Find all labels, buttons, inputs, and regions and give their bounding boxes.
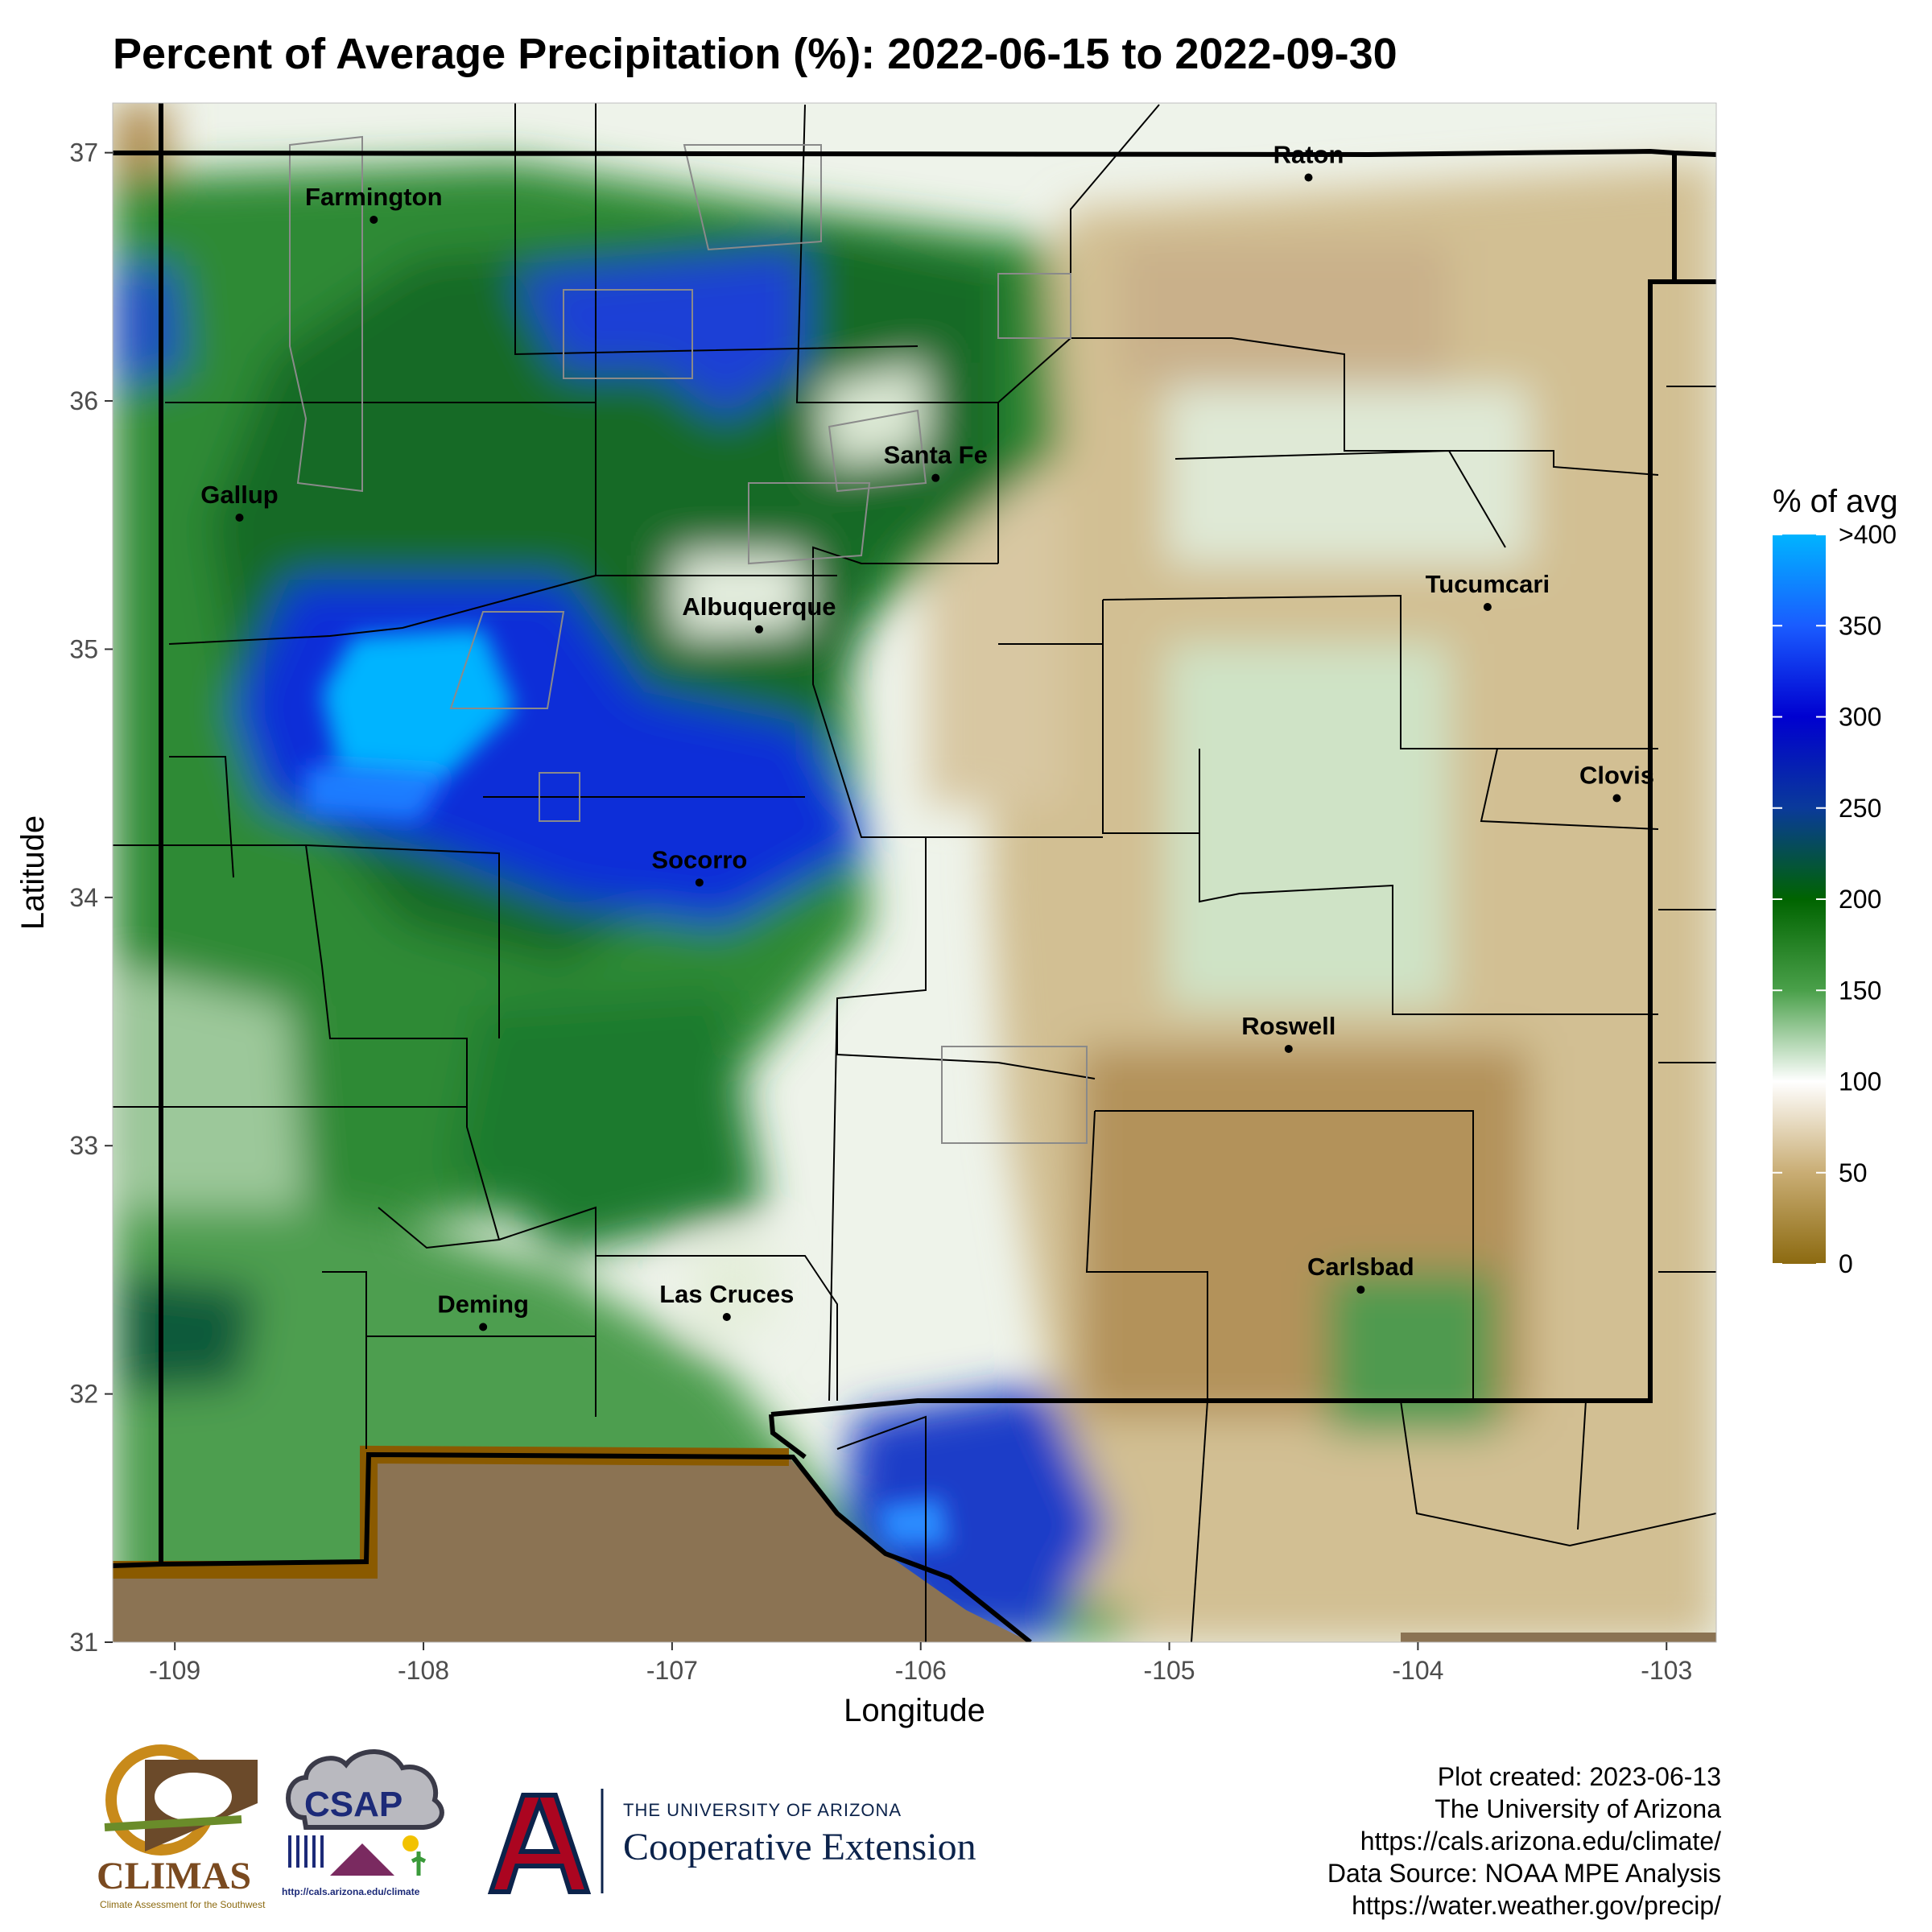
precip-field [113,103,1716,1642]
city-label: Albuquerque [682,592,836,621]
csap-cactus-icon [411,1852,427,1876]
credit-line: The University of Arizona [1435,1794,1721,1823]
city-label: Roswell [1241,1012,1335,1040]
legend-tick-label: 350 [1839,611,1881,640]
y-tick-label: 36 [69,386,98,415]
plot-title: Percent of Average Precipitation (%): 20… [113,30,1397,78]
panel-frame [112,102,1717,1643]
city-label: Las Cruces [659,1280,794,1308]
climas-tagline: Climate Assessment for the Southwest [100,1899,266,1910]
no-data-region [113,1455,1030,1642]
csap-url: http://cals.arizona.edu/climate [282,1886,420,1897]
city-label: Tucumcari [1426,570,1550,598]
city-label: Raton [1274,141,1344,169]
city-label: Santa Fe [884,441,988,469]
x-tick-label: -104 [1392,1656,1443,1685]
x-tick-label: -109 [149,1656,200,1685]
climas-cloud [155,1773,232,1821]
x-tick-label: -108 [398,1656,449,1685]
legend-tick-label: 300 [1839,703,1881,732]
city-dot [1284,1044,1293,1053]
boundary-outlines [289,135,1088,1144]
field-blobs [113,103,1716,1642]
city-dot [695,878,704,887]
city-dot [235,514,244,522]
legend-tick-label: 100 [1839,1067,1881,1096]
axes: -109 -108 -107 -106 -105 -104 -103 31 32 33 34 35 36… [69,138,1692,1685]
credit-line: Plot created: 2023-06-13 [1438,1762,1721,1791]
credit-line: Data Source: NOAA MPE Analysis [1327,1859,1721,1888]
legend-ticks: 0 50 100 150 200 250 300 350 >400 [1773,520,1897,1278]
city-dot [1612,794,1621,803]
y-tick-label: 32 [69,1380,98,1409]
credit-line: https://water.weather.gov/precip/ [1352,1891,1721,1920]
y-tick-label: 34 [69,883,98,912]
y-tick-label: 37 [69,138,98,167]
city-dot [754,625,763,634]
csap-name: CSAP [304,1785,402,1824]
climas-name: CLIMAS [97,1855,251,1897]
city-label: Farmington [305,183,443,211]
y-axis-title: Latitude [15,815,51,930]
city-label: Carlsbad [1307,1253,1414,1281]
county-lines [113,103,1716,1642]
no-data-strip [1401,1633,1716,1642]
x-tick-label: -103 [1641,1656,1692,1685]
y-tick-label: 31 [69,1628,98,1657]
legend-tick-label: 250 [1839,794,1881,823]
city-label: Deming [437,1290,529,1318]
ua-a-icon [487,1793,592,1894]
csap-cloud [286,1749,444,1830]
ua-logo: THE UNIVERSITY OF ARIZONA Cooperative Ex… [487,1789,976,1894]
ua-unit: Cooperative Extension [623,1826,976,1868]
legend-tick-label: >400 [1839,520,1897,549]
legend-tick-label: 150 [1839,976,1881,1005]
csap-mountain-icon [330,1843,394,1876]
city-dot [1304,173,1313,182]
climas-stem [104,1815,242,1831]
city-dot [722,1313,731,1322]
city-dot [479,1323,488,1331]
city-label: Clovis [1579,761,1654,789]
legend-tick-label: 200 [1839,885,1881,914]
ua-name: THE UNIVERSITY OF ARIZONA [623,1800,902,1820]
y-tick-label: 33 [69,1131,98,1160]
csap-sun-icon [402,1835,419,1852]
field-core [306,628,950,1546]
x-tick-label: -107 [646,1656,698,1685]
y-tick-label: 35 [69,634,98,663]
credit-line: https://cals.arizona.edu/climate/ [1360,1827,1721,1856]
city-dot [931,473,940,482]
climas-logo: CLIMAS Climate Assessment for the Southw… [97,1744,266,1910]
city-dot [369,215,378,224]
state-borders [113,103,1716,1642]
city-dot [1356,1286,1365,1294]
csap-rain-icon [288,1835,324,1868]
city-dot [1483,603,1492,612]
city-markers: Farmington Raton Gallup Santa Fe Albuquerque… [200,141,1654,1331]
credits: Plot created: 2023-06-13 The University o… [1327,1762,1721,1920]
x-axis-title: Longitude [844,1693,985,1728]
legend-title: % of avg [1773,484,1898,519]
x-tick-label: -106 [895,1656,947,1685]
city-label: Socorro [651,845,747,873]
city-label: Gallup [200,481,278,509]
legend-tick-label: 50 [1839,1158,1868,1187]
x-tick-label: -105 [1144,1656,1195,1685]
csap-logo: CSAP http://cals.arizona.edu/climate [282,1749,444,1897]
legend-tick-label: 0 [1839,1249,1853,1278]
